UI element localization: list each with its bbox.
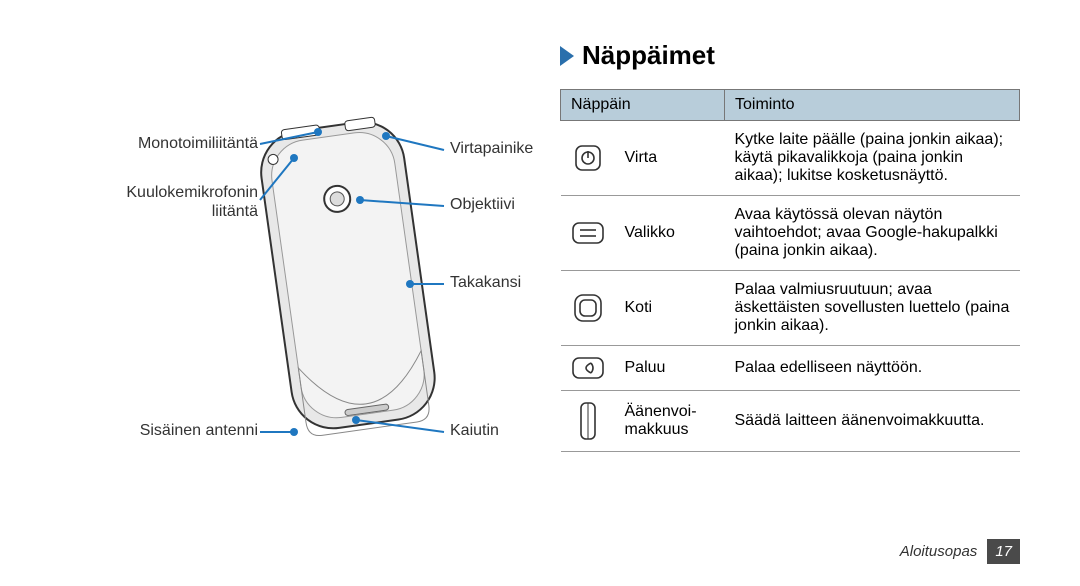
power-icon (561, 121, 615, 196)
label-headset-port: Kuulokemikrofonin liitäntä (60, 183, 258, 221)
table-row: ValikkoAvaa käytössä olevan näytön vaiht… (561, 196, 1020, 271)
table-row: PaluuPalaa edelliseen näyttöön. (561, 346, 1020, 391)
volume-icon (561, 391, 615, 452)
page-footer: Aloitusopas 17 (900, 539, 1020, 564)
key-name: Virta (615, 121, 725, 196)
label-power-button: Virtapainike (450, 140, 533, 158)
back-icon (561, 346, 615, 391)
key-description: Palaa valmiusruutuun; avaa äskettäisten … (725, 271, 1020, 346)
table-row: KotiPalaa valmiusruutuun; avaa äskettäis… (561, 271, 1020, 346)
footer-section-label: Aloitusopas (900, 543, 978, 560)
key-name: Koti (615, 271, 725, 346)
phone-diagram-svg (60, 60, 520, 480)
table-row: VirtaKytke laite päälle (paina jonkin ai… (561, 121, 1020, 196)
chevron-icon (560, 46, 574, 66)
key-description: Palaa edelliseen näyttöön. (725, 346, 1020, 391)
key-description: Kytke laite päälle (paina jonkin aikaa);… (725, 121, 1020, 196)
footer-page-number: 17 (987, 539, 1020, 564)
col-header-function: Toiminto (725, 90, 1020, 121)
label-speaker: Kaiutin (450, 422, 499, 440)
device-diagram: Monotoimiliitäntä Kuulokemikrofonin liit… (60, 60, 520, 480)
home-icon (561, 271, 615, 346)
device-diagram-section: Monotoimiliitäntä Kuulokemikrofonin liit… (0, 0, 540, 586)
key-name: Paluu (615, 346, 725, 391)
label-multi-port: Monotoimiliitäntä (60, 135, 258, 153)
key-description: Avaa käytössä olevan näytön vaihtoehdot;… (725, 196, 1020, 271)
key-name: Äänenvoi- makkuus (615, 391, 725, 452)
menu-icon (561, 196, 615, 271)
label-internal-antenna: Sisäinen antenni (60, 422, 258, 440)
key-description: Säädä laitteen äänenvoimakkuutta. (725, 391, 1020, 452)
label-back-cover: Takakansi (450, 274, 521, 292)
col-header-key: Näppäin (561, 90, 725, 121)
table-row: Äänenvoi- makkuusSäädä laitteen äänenvoi… (561, 391, 1020, 452)
key-name: Valikko (615, 196, 725, 271)
heading-keys: Näppäimet (582, 40, 715, 71)
section-heading: Näppäimet (560, 40, 1020, 71)
label-lens: Objektiivi (450, 196, 515, 214)
keys-table: Näppäin Toiminto VirtaKytke laite päälle… (560, 89, 1020, 452)
